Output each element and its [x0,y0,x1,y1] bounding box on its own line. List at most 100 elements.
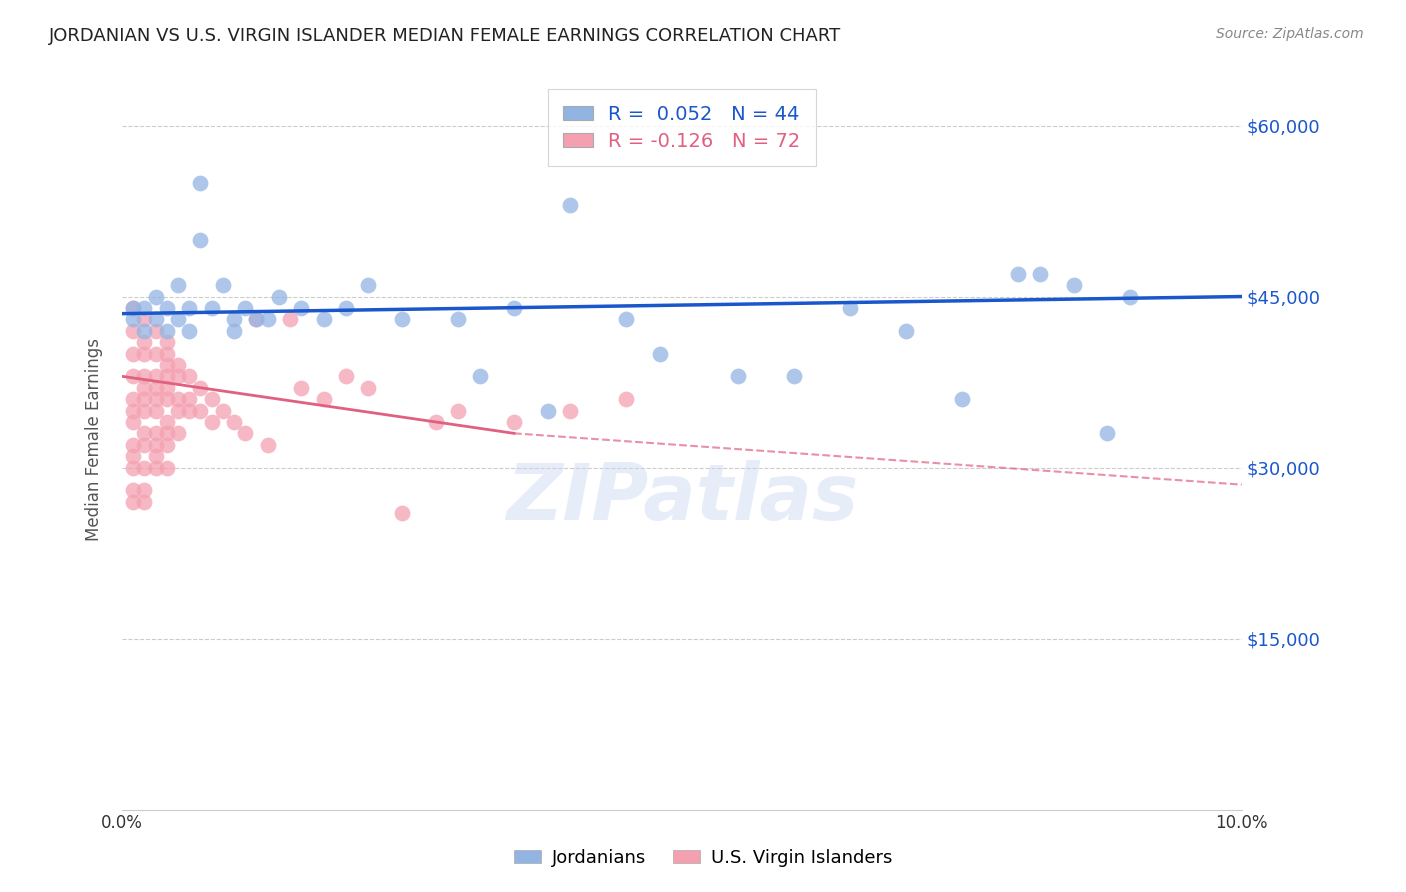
Point [233,426,256,441]
Point [894,324,917,338]
Point [156,415,179,429]
Point [167,403,190,417]
Point [335,369,357,384]
Point [156,381,179,395]
Point [145,346,167,360]
Point [447,312,470,326]
Point [156,358,179,372]
Point [167,358,190,372]
Point [145,381,167,395]
Point [156,438,179,452]
Point [134,494,156,508]
Point [179,324,201,338]
Point [245,312,267,326]
Point [201,415,224,429]
Point [267,289,290,303]
Point [134,403,156,417]
Point [648,346,671,360]
Point [727,369,749,384]
Point [122,415,145,429]
Point [156,335,179,350]
Point [134,346,156,360]
Point [391,312,413,326]
Text: Source: ZipAtlas.com: Source: ZipAtlas.com [1216,27,1364,41]
Point [614,392,637,406]
Point [145,369,167,384]
Point [256,312,278,326]
Point [167,369,190,384]
Point [447,403,470,417]
Point [290,301,312,315]
Point [167,278,190,293]
Point [156,460,179,475]
Point [1029,267,1052,281]
Point [122,312,145,326]
Point [167,426,190,441]
Point [122,403,145,417]
Point [134,369,156,384]
Point [201,392,224,406]
Point [134,460,156,475]
Point [1097,426,1119,441]
Point [122,460,145,475]
Point [838,301,860,315]
Point [425,415,447,429]
Point [190,403,212,417]
Point [190,233,212,247]
Point [245,312,267,326]
Point [614,312,637,326]
Point [156,369,179,384]
Point [179,403,201,417]
Point [122,438,145,452]
Point [122,301,145,315]
Point [145,438,167,452]
Point [312,312,335,326]
Point [122,494,145,508]
Point [1007,267,1029,281]
Point [290,381,312,395]
Point [145,289,167,303]
Point [179,301,201,315]
Point [1063,278,1085,293]
Point [156,392,179,406]
Point [558,403,581,417]
Point [156,426,179,441]
Point [201,301,224,315]
Point [335,301,357,315]
Point [145,460,167,475]
Point [145,403,167,417]
Point [312,392,335,406]
Point [179,392,201,406]
Point [503,301,526,315]
Point [222,324,245,338]
Point [134,312,156,326]
Point [167,312,190,326]
Point [357,278,380,293]
Text: ZIPatlas: ZIPatlas [506,460,858,536]
Point [179,369,201,384]
Point [134,324,156,338]
Point [222,312,245,326]
Point [122,483,145,498]
Point [211,403,233,417]
Point [134,438,156,452]
Point [391,506,413,520]
Point [134,426,156,441]
Legend: R =  0.052   N = 44, R = -0.126   N = 72: R = 0.052 N = 44, R = -0.126 N = 72 [548,89,815,166]
Point [122,324,145,338]
Point [156,324,179,338]
Y-axis label: Median Female Earnings: Median Female Earnings [86,337,103,541]
Point [950,392,973,406]
Point [122,369,145,384]
Point [122,449,145,463]
Point [190,381,212,395]
Point [145,449,167,463]
Point [536,403,558,417]
Point [145,312,167,326]
Text: JORDANIAN VS U.S. VIRGIN ISLANDER MEDIAN FEMALE EARNINGS CORRELATION CHART: JORDANIAN VS U.S. VIRGIN ISLANDER MEDIAN… [49,27,841,45]
Legend: Jordanians, U.S. Virgin Islanders: Jordanians, U.S. Virgin Islanders [506,842,900,874]
Point [503,415,526,429]
Point [156,301,179,315]
Point [1119,289,1142,303]
Point [134,381,156,395]
